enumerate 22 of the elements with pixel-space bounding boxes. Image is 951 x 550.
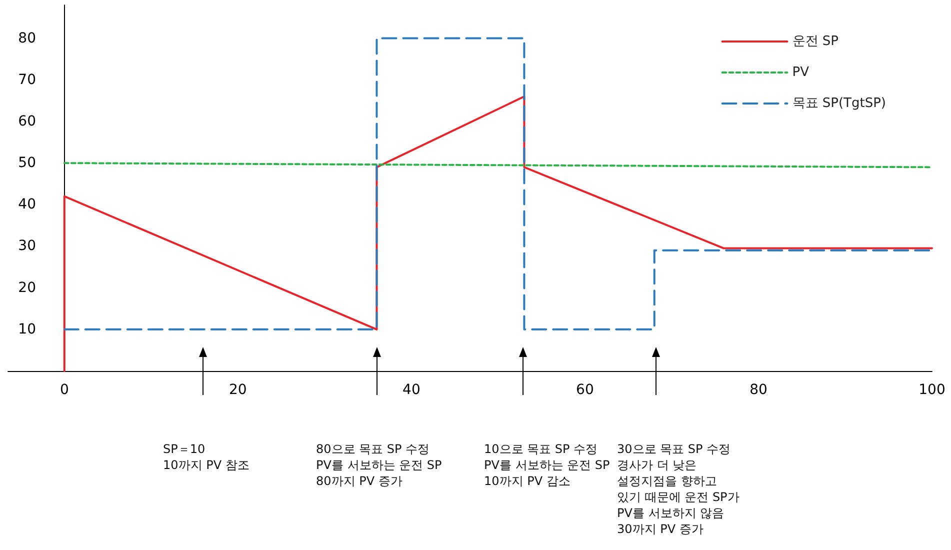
text: 80으로 목표 SP 수정 PV를 서보하는 운전 SP 80까지 PV 증가 [316, 442, 442, 488]
line-series [63, 96, 933, 372]
x-tick-label: 40 [402, 382, 420, 398]
legend-label: 목표 SP(TgtSP) [792, 96, 886, 111]
y-tick-label: 10 [18, 321, 36, 338]
legend-label: 운전 SP [792, 34, 839, 49]
y-tick-label: 50 [18, 155, 36, 172]
y-tick-label: 70 [18, 72, 36, 88]
y-tick-label: 40 [18, 196, 36, 213]
y-tick-label: 60 [18, 113, 36, 130]
y-tick-label: 20 [18, 280, 36, 296]
x-tick-label: 60 [576, 382, 594, 398]
y-tick-label: 80 [18, 30, 36, 46]
x-tick-label: 100 [918, 382, 946, 398]
legend-label: PV [792, 65, 810, 80]
x-tick-label: 0 [60, 382, 69, 398]
x-tick-label: 80 [750, 382, 768, 398]
text: 30으로 목표 SP 수정 경사가 더 낮은 설정지점을 향하고 있기 때문에 운전 SP가 PV를 서보하지 않음 30까지 PV 증가 [617, 442, 740, 536]
text: SP＝10 10까지 PV 참조 [163, 442, 250, 472]
x-tick-label: 20 [229, 382, 247, 398]
y-tick-label: 30 [18, 238, 36, 254]
text: 10으로 목표 SP 수정 PV를 서보하는 운전 SP 10까지 PV 감소 [484, 442, 610, 488]
